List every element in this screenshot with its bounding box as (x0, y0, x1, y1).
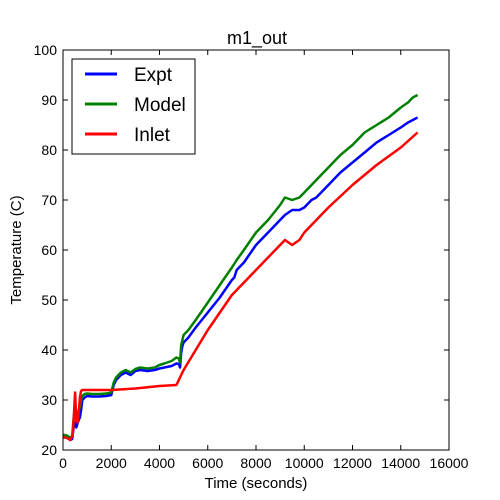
y-tick-label: 30 (41, 392, 57, 408)
series-layer (62, 93, 419, 442)
y-tick-label: 90 (41, 92, 57, 108)
chart-title: m1_out (227, 28, 287, 49)
legend-label-model: Model (134, 95, 186, 116)
x-tick-label: 12000 (333, 455, 372, 471)
x-tick-label: 14000 (381, 455, 420, 471)
y-tick-label: 70 (41, 192, 57, 208)
x-tick-label: 10000 (285, 455, 324, 471)
y-axis-label: Temperature (C) (8, 195, 25, 304)
legend-label-expt: Expt (134, 65, 173, 86)
legend: Expt Model Inlet (71, 58, 196, 155)
y-tick-label: 50 (41, 292, 57, 308)
x-tick-label: 16000 (430, 455, 469, 471)
series-line-inlet (62, 131, 419, 442)
x-tick-label: 6000 (192, 455, 223, 471)
y-tick-label: 100 (34, 42, 58, 58)
y-tick-label: 80 (41, 142, 57, 158)
y-tick-label: 60 (41, 242, 57, 258)
y-tick-label: 20 (41, 442, 57, 458)
legend-label-inlet: Inlet (134, 125, 171, 146)
x-tick-label: 2000 (96, 455, 127, 471)
x-tick-label: 4000 (144, 455, 175, 471)
y-tick-label: 40 (41, 342, 57, 358)
x-tick-label: 8000 (240, 455, 271, 471)
tick-layer: 0 2000 4000 6000 8000 10000 12000 14000 16000 20 3… (34, 42, 469, 471)
x-tick-label: 0 (59, 455, 67, 471)
x-axis-label: Time (seconds) (205, 475, 308, 492)
series-line-expt (62, 116, 419, 442)
